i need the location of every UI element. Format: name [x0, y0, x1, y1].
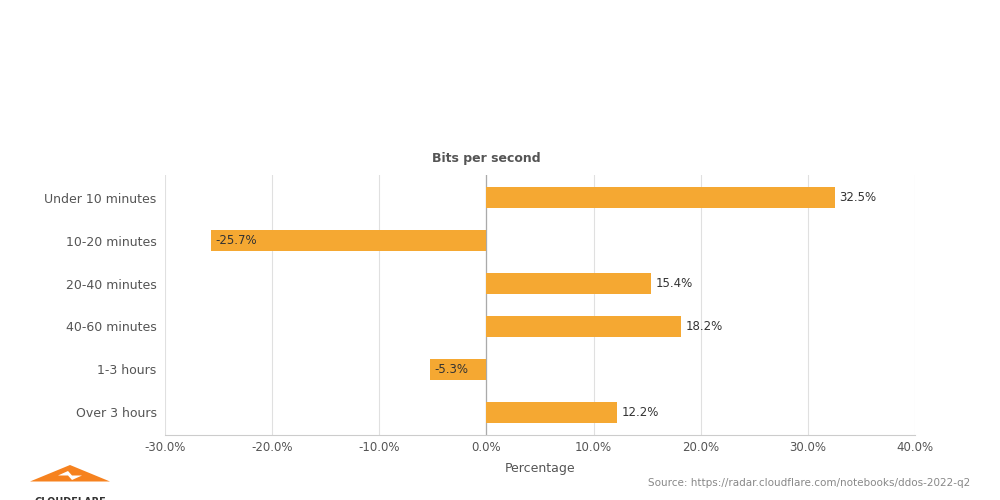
Bar	[486, 402, 617, 423]
Bar	[430, 358, 486, 380]
Text: 15.4%: 15.4%	[656, 277, 693, 290]
Bar	[486, 316, 681, 337]
Text: 32.5%: 32.5%	[839, 191, 876, 204]
Text: Bits per second: Bits per second	[432, 152, 541, 164]
Text: -5.3%: -5.3%	[434, 363, 468, 376]
Text: 12.2%: 12.2%	[621, 406, 659, 419]
Polygon shape	[58, 471, 82, 480]
Text: Network-Layer DDoS Attacks - QoQ change in duration: Network-Layer DDoS Attacks - QoQ change …	[25, 40, 753, 64]
Text: Source: https://radar.cloudflare.com/notebooks/ddos-2022-q2: Source: https://radar.cloudflare.com/not…	[648, 478, 970, 488]
Text: -25.7%: -25.7%	[215, 234, 257, 247]
Text: CLOUDFLARE: CLOUDFLARE	[34, 497, 106, 500]
Bar	[486, 273, 651, 294]
X-axis label: Percentage: Percentage	[505, 462, 575, 475]
Bar	[486, 187, 835, 208]
Text: 18.2%: 18.2%	[686, 320, 723, 333]
Polygon shape	[30, 465, 110, 481]
Bar	[211, 230, 486, 252]
